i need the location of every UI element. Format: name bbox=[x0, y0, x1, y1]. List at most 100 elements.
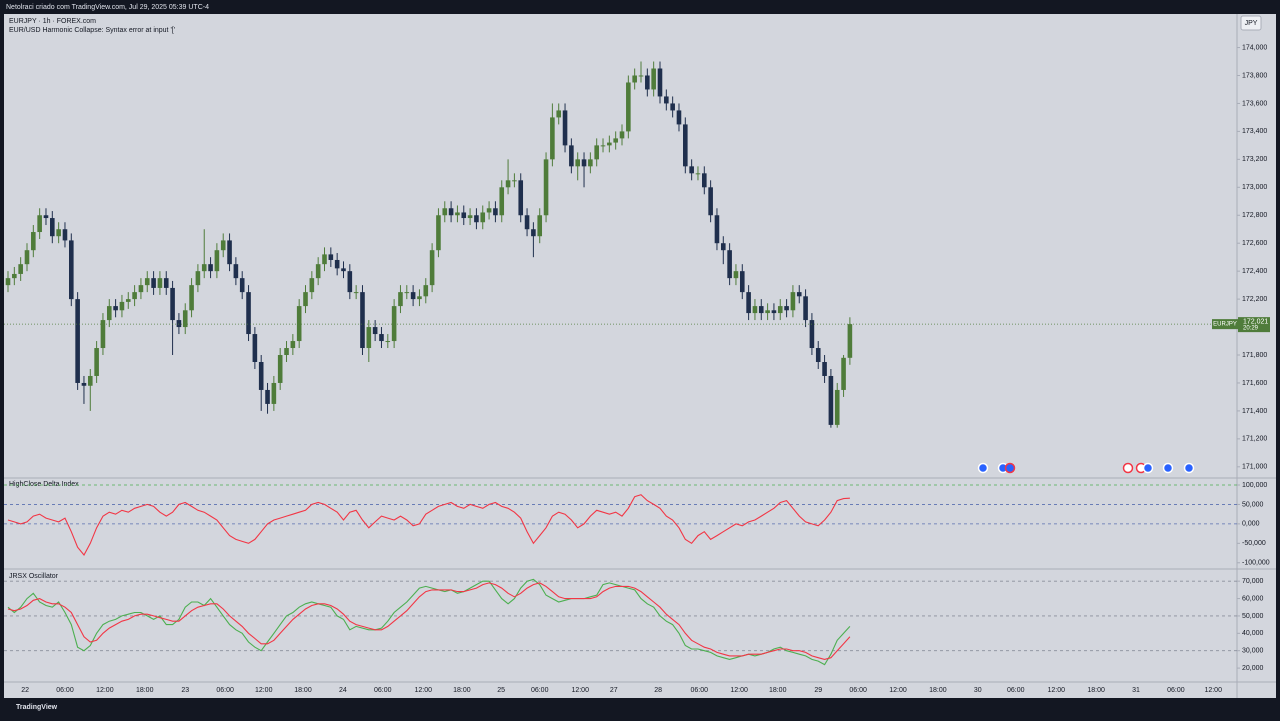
currency-label[interactable]: JPY bbox=[1245, 20, 1258, 27]
x-tick-label: 18:00 bbox=[769, 687, 787, 694]
y-tick-label: 172,600 bbox=[1242, 240, 1267, 247]
event-icon[interactable] bbox=[977, 462, 989, 474]
candle-body bbox=[347, 271, 353, 293]
candle-body bbox=[366, 327, 372, 349]
candle-body bbox=[448, 208, 454, 216]
chart-subtitle: EUR/USD Harmonic Collapse: Syntax error … bbox=[9, 27, 175, 34]
candles bbox=[5, 61, 853, 428]
series-line bbox=[7, 582, 851, 660]
candle-body bbox=[201, 264, 207, 272]
candle-body bbox=[81, 382, 87, 386]
x-tick-label: 27 bbox=[610, 687, 618, 694]
candle-body bbox=[803, 296, 808, 321]
candle-body bbox=[398, 292, 403, 307]
x-tick-label: 25 bbox=[497, 687, 505, 694]
candle-body bbox=[290, 341, 296, 349]
x-tick-label: 12:00 bbox=[96, 687, 114, 694]
candle-body bbox=[113, 306, 118, 311]
candle-body bbox=[670, 103, 675, 111]
candle-body bbox=[100, 320, 106, 349]
y-tick-label: 173,400 bbox=[1242, 128, 1267, 135]
candle-body bbox=[31, 232, 36, 251]
candle-body bbox=[24, 250, 30, 265]
x-tick-label: 12:00 bbox=[1204, 687, 1222, 694]
candle-body bbox=[695, 173, 701, 175]
candle-body bbox=[296, 306, 302, 342]
candle-body bbox=[594, 145, 599, 160]
event-icons bbox=[977, 462, 1195, 474]
y-tick-label: 172,400 bbox=[1242, 268, 1267, 275]
x-tick-label: 30 bbox=[974, 687, 982, 694]
candle-body bbox=[676, 110, 682, 125]
candle-body bbox=[182, 310, 188, 328]
x-tick-label: 06:00 bbox=[216, 687, 234, 694]
candle-body bbox=[758, 306, 764, 314]
candle-body bbox=[220, 240, 226, 251]
candle-body bbox=[163, 278, 169, 288]
x-tick-label: 06:00 bbox=[849, 687, 867, 694]
candle-body bbox=[176, 320, 182, 328]
candle-body bbox=[75, 299, 80, 383]
x-tick-label: 28 bbox=[654, 687, 662, 694]
candle-body bbox=[208, 264, 213, 272]
y-tick-label: 173,000 bbox=[1242, 184, 1267, 191]
candle-body bbox=[265, 389, 270, 404]
currency-box[interactable] bbox=[1240, 15, 1262, 31]
candle-body bbox=[170, 287, 175, 321]
x-tick-label: 18:00 bbox=[136, 687, 154, 694]
candle-body bbox=[689, 166, 694, 174]
candle-body bbox=[385, 341, 391, 343]
footer-brand: TradingView bbox=[16, 704, 58, 711]
candle-body bbox=[391, 306, 397, 342]
last-price-tag bbox=[1238, 317, 1270, 333]
y-tick-label: 0,000 bbox=[1242, 521, 1260, 528]
candle-body bbox=[664, 96, 669, 104]
candle-body bbox=[556, 110, 562, 118]
candle-body bbox=[562, 110, 568, 146]
x-tick-label: 31 bbox=[1132, 687, 1140, 694]
candle-body bbox=[227, 240, 232, 265]
candle-body bbox=[657, 68, 663, 97]
candle-body bbox=[195, 271, 201, 286]
candle-body bbox=[353, 292, 359, 294]
candle-body bbox=[645, 75, 650, 90]
candle-body bbox=[328, 254, 334, 260]
candle-body bbox=[12, 273, 17, 279]
event-icon[interactable] bbox=[1122, 462, 1134, 474]
candle-body bbox=[37, 215, 42, 233]
candle-body bbox=[322, 254, 327, 265]
candle-body bbox=[233, 264, 239, 279]
y-tick-label: 70,000 bbox=[1242, 578, 1264, 585]
event-icon[interactable] bbox=[1142, 462, 1154, 474]
candle-body bbox=[5, 278, 11, 286]
candle-body bbox=[720, 243, 726, 251]
candle-body bbox=[18, 264, 23, 274]
candle-body bbox=[550, 117, 555, 160]
chart-background bbox=[4, 14, 1276, 698]
y-tick-label: 174,000 bbox=[1242, 44, 1267, 51]
event-icon[interactable] bbox=[1183, 462, 1195, 474]
candle-body bbox=[543, 159, 549, 216]
x-tick-label: 12:00 bbox=[571, 687, 589, 694]
y-tick-label: 60,000 bbox=[1242, 595, 1264, 602]
x-tick-label: 18:00 bbox=[294, 687, 312, 694]
y-tick-label: 173,600 bbox=[1242, 100, 1267, 107]
x-tick-label: 06:00 bbox=[56, 687, 74, 694]
y-tick-label: 171,200 bbox=[1242, 436, 1267, 443]
series-line bbox=[7, 578, 851, 666]
countdown-label: 20:29 bbox=[1243, 326, 1259, 332]
x-tick-label: 29 bbox=[814, 687, 822, 694]
candle-body bbox=[809, 320, 815, 349]
candle-body bbox=[581, 159, 587, 167]
event-icon[interactable] bbox=[1004, 462, 1016, 474]
candle-body bbox=[815, 348, 821, 362]
candle-body bbox=[493, 208, 498, 216]
candle-body bbox=[62, 229, 68, 241]
candle-body bbox=[417, 296, 422, 300]
event-icon[interactable] bbox=[1162, 462, 1174, 474]
x-tick-label: 18:00 bbox=[1087, 687, 1105, 694]
candle-body bbox=[474, 215, 479, 223]
y-tick-label: 20,000 bbox=[1242, 665, 1264, 672]
y-tick-label: 173,800 bbox=[1242, 72, 1267, 79]
